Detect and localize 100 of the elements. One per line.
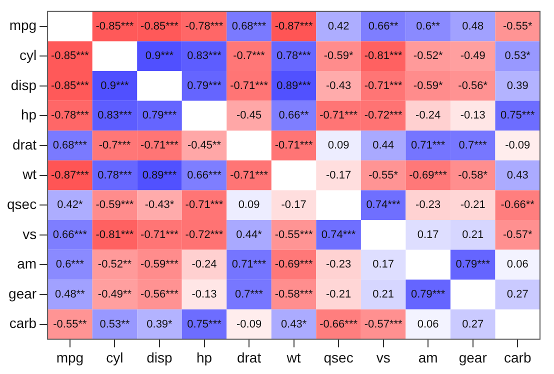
data-label: -0.85***: [50, 80, 90, 92]
y-tick-label: vs: [22, 226, 37, 242]
data-label: -0.17: [326, 169, 352, 182]
data-label: 0.09: [328, 140, 350, 152]
data-label: 0.78***: [98, 169, 133, 182]
data-label: 0.48: [462, 20, 484, 32]
data-label: 0.6**: [416, 20, 441, 32]
y-tick-label: wt: [22, 166, 37, 182]
data-label: 0.6***: [56, 258, 85, 271]
data-label: -0.81***: [96, 228, 134, 241]
y-tick-label: cyl: [19, 46, 37, 63]
data-label: 0.74***: [321, 228, 356, 241]
data-label: -0.13: [192, 288, 217, 301]
data-label: 0.27: [506, 288, 528, 301]
data-label: -0.23: [326, 258, 352, 271]
data-label: -0.49**: [98, 288, 132, 301]
data-label: 0.09: [238, 199, 260, 212]
data-label: 0.83***: [187, 50, 222, 62]
data-label: 0.75***: [500, 110, 536, 122]
data-label: -0.71***: [140, 140, 180, 152]
x-tick-label: cyl: [106, 349, 124, 366]
data-label: -0.87***: [50, 169, 90, 182]
data-label: -0.23: [416, 199, 441, 212]
data-label: -0.59*: [324, 50, 354, 62]
data-label: 0.71***: [232, 258, 267, 271]
data-label: -0.71***: [140, 228, 180, 241]
y-tick-label: drat: [12, 136, 37, 152]
data-label: 0.42*: [57, 199, 84, 212]
data-label: -0.85***: [96, 20, 134, 32]
data-label: 0.75***: [187, 318, 222, 330]
data-label: 0.79***: [142, 110, 178, 122]
data-label: -0.55***: [274, 228, 314, 241]
data-label: 0.06: [506, 258, 528, 271]
data-label: -0.66**: [500, 199, 536, 212]
data-label: -0.59*: [413, 80, 444, 92]
data-label: 0.48**: [54, 288, 86, 301]
y-tick-label: am: [17, 256, 37, 272]
x-tick-label: mpg: [56, 349, 84, 366]
x-tick-label: am: [418, 349, 438, 366]
data-label: -0.69***: [274, 258, 314, 271]
data-label: -0.81***: [364, 50, 403, 62]
data-label: -0.24: [192, 258, 217, 271]
data-label: -0.71***: [230, 169, 269, 182]
data-label: 0.66***: [52, 228, 88, 241]
data-label: 0.79***: [187, 80, 222, 92]
data-label: -0.71***: [320, 110, 358, 122]
data-label: 0.39*: [146, 318, 174, 330]
data-label: 0.89***: [142, 169, 178, 182]
y-tick-label: hp: [20, 106, 37, 123]
data-label: -0.09: [236, 318, 262, 330]
data-label: -0.59***: [140, 258, 180, 271]
x-tick-label: drat: [236, 349, 262, 366]
data-label: -0.58***: [274, 288, 314, 301]
data-label: -0.85***: [140, 20, 180, 32]
data-label: -0.55*: [502, 20, 534, 32]
data-label: -0.43: [326, 80, 352, 92]
data-label: 0.66***: [187, 169, 222, 182]
data-label: -0.24: [416, 110, 441, 122]
data-label: -0.52**: [98, 258, 132, 271]
data-label: -0.69***: [409, 169, 448, 182]
x-tick-label: disp: [146, 349, 173, 366]
data-label: -0.43*: [144, 199, 175, 212]
data-label: -0.58*: [458, 169, 488, 182]
data-label: 0.89***: [276, 80, 312, 92]
data-label: -0.56***: [140, 288, 180, 301]
data-label: 0.66**: [368, 20, 400, 32]
data-label: -0.72***: [185, 228, 224, 241]
data-label: 0.78***: [276, 50, 312, 62]
y-tick-label: mpg: [9, 17, 37, 34]
data-label: 0.74***: [366, 199, 402, 212]
data-label: -0.56*: [458, 80, 488, 92]
data-label: 0.79***: [456, 258, 491, 271]
x-tick-label: carb: [504, 349, 532, 366]
y-tick-label: carb: [9, 315, 37, 332]
data-label: -0.71***: [185, 199, 224, 212]
data-label: 0.83***: [98, 110, 133, 122]
data-label: -0.55*: [368, 169, 399, 182]
data-label: 0.06: [417, 318, 439, 330]
data-label: 0.53*: [504, 50, 532, 62]
data-label: 0.43*: [280, 318, 308, 330]
data-label: 0.53**: [100, 318, 130, 330]
data-label: -0.72***: [364, 110, 403, 122]
data-label: -0.59***: [96, 199, 134, 212]
data-label: 0.79***: [410, 288, 446, 301]
data-label: 0.42: [328, 20, 350, 32]
data-label: 0.21: [372, 288, 394, 301]
data-label: -0.49: [460, 50, 486, 62]
data-label: -0.66***: [320, 318, 358, 330]
y-tick-label: gear: [8, 285, 37, 302]
data-label: -0.21: [326, 288, 352, 301]
data-label: 0.66**: [278, 110, 310, 122]
data-label: -0.57*: [502, 228, 534, 241]
data-label: 0.68***: [52, 140, 88, 152]
data-label: 0.44: [372, 140, 394, 152]
y-tick-label: qsec: [6, 196, 37, 212]
data-label: -0.52*: [413, 50, 444, 62]
data-label: 0.44*: [236, 228, 263, 241]
data-label: -0.71***: [230, 80, 269, 92]
data-label: 0.17: [372, 258, 394, 271]
x-tick-label: gear: [458, 349, 488, 366]
